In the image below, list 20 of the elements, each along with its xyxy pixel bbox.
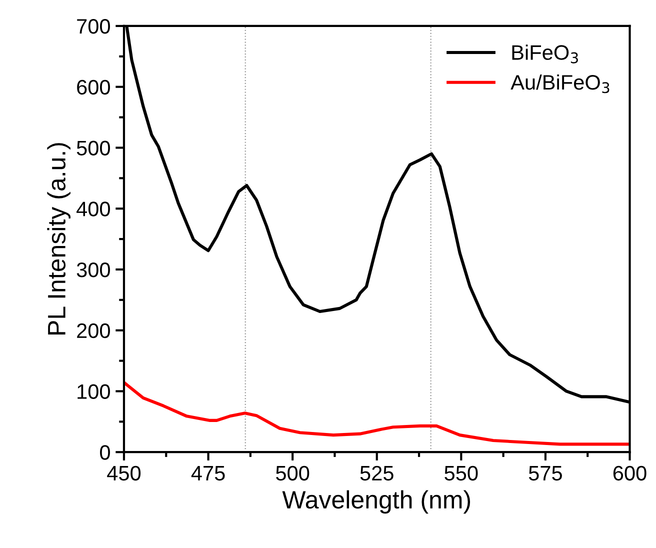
x-tick-label: 450 — [107, 466, 141, 481]
y-tick-label: 0 — [100, 445, 110, 460]
y-tick-label: 700 — [77, 18, 110, 34]
x-tick-label: 500 — [276, 466, 310, 481]
y-tick-label: 600 — [77, 80, 110, 95]
legend-label: BiFeO$_{3}$ — [512, 44, 578, 64]
x-tick-label: 475 — [191, 466, 225, 481]
y-tick-label: 500 — [76, 140, 110, 156]
y-tick-label: 100 — [78, 384, 110, 399]
y-tick-label: 300 — [76, 262, 110, 278]
x-tick-label: 525 — [360, 466, 394, 481]
legend-label: Au/BiFeO$_{3}$ — [510, 74, 610, 94]
x-axis-title: Wavelength (nm) — [282, 490, 470, 514]
y-axis-title: PL Intensity (a.u.) — [47, 143, 70, 334]
x-tick-label: 600 — [613, 466, 646, 481]
y-tick-label: 400 — [76, 202, 110, 216]
line-series — [124, 382, 630, 446]
x-tick-label: 575 — [528, 466, 562, 481]
x-tick-label: 550 — [444, 466, 478, 481]
y-tick-label: 200 — [77, 323, 110, 338]
